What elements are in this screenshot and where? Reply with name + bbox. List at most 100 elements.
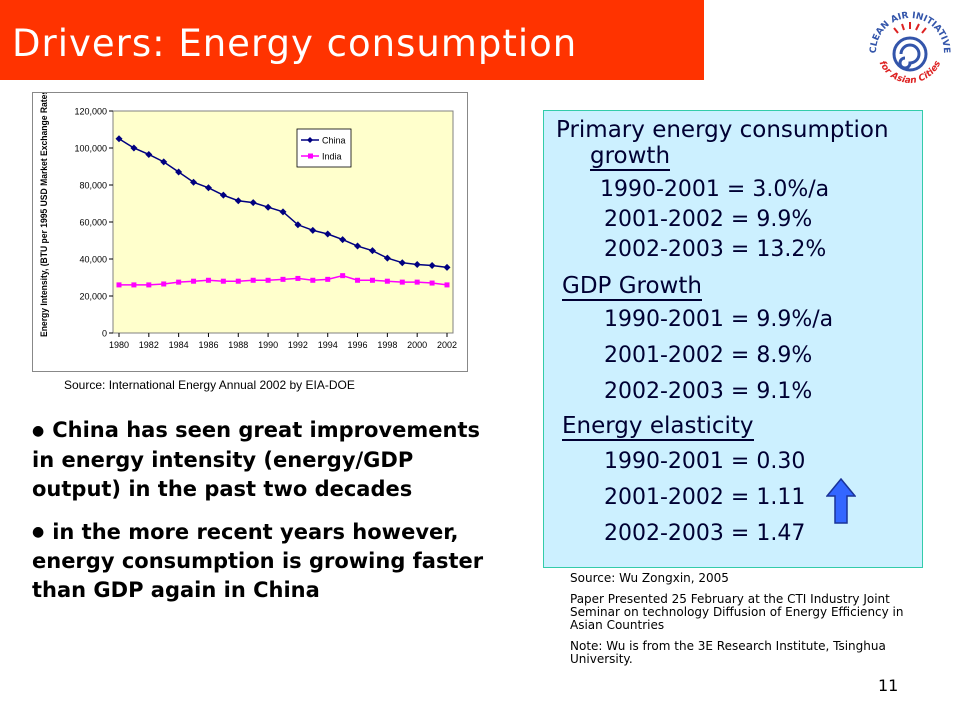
x-tick-label: 2002 <box>437 340 457 350</box>
energy-header-line2: growth <box>590 143 671 171</box>
x-tick-label: 1990 <box>258 340 278 350</box>
elasticity-header: Energy elasticity <box>562 413 754 441</box>
legend-label: India <box>322 152 342 162</box>
energy-row: 2001-2002 = 9.9% <box>604 207 813 232</box>
energy-header-line1: Primary energy consumption <box>556 117 889 143</box>
x-tick-label: 1982 <box>139 340 159 350</box>
clean-air-initiative-logo: CLEAN AIR INITIATIVE for Asian Cities <box>869 11 951 86</box>
data-point-india <box>176 279 182 285</box>
data-point-india <box>116 282 122 288</box>
elasticity-row: 2002-2003 = 1.47 <box>604 521 806 546</box>
x-tick-label: 2000 <box>407 340 427 350</box>
data-point-china <box>339 236 347 244</box>
data-point-china <box>219 191 227 199</box>
data-point-india <box>429 280 435 286</box>
data-point-india <box>384 278 390 284</box>
data-point-china <box>190 178 198 186</box>
data-point-china <box>398 259 406 267</box>
energy-row: 2002-2003 = 13.2% <box>604 237 827 262</box>
x-tick-label: 1986 <box>198 340 218 350</box>
note-source: Source: Wu Zongxin, 2005 <box>570 571 729 585</box>
page-number: 11 <box>878 676 899 695</box>
data-point-india <box>265 277 271 283</box>
bullet-list: ● China has seen great improvements in en… <box>32 416 502 619</box>
y-axis-label: Energy Intensity, (BTU per 1995 USD Mark… <box>39 93 49 337</box>
slide-title: Drivers: Energy consumption <box>12 22 578 65</box>
y-tick-label: 80,000 <box>79 181 107 191</box>
energy-row: 1990-2001 = 3.0%/a <box>600 177 830 202</box>
plot-area <box>112 110 454 334</box>
data-point-india <box>325 276 331 282</box>
energy-intensity-chart: 0 20,000 40,000 60,000 80,000 100,000 120,000 1… <box>39 87 457 350</box>
growth-stats-box: Primary energy consumption growth 1990-2… <box>543 110 923 568</box>
data-point-india <box>340 273 346 279</box>
data-point-china <box>204 184 212 192</box>
y-tick-label: 40,000 <box>79 255 107 265</box>
elasticity-row: 1990-2001 = 0.30 <box>604 449 806 474</box>
y-tick-label: 120,000 <box>74 107 107 117</box>
bullet-item: ● China has seen great improvements in en… <box>32 416 502 504</box>
x-tick-label: 1988 <box>228 340 248 350</box>
logo-text-top: CLEAN AIR INITIATIVE <box>869 11 951 54</box>
source-notes: Source: Wu Zongxin, 2005 Paper Presented… <box>570 572 910 674</box>
data-point-india <box>131 282 137 288</box>
x-tick-label: 1980 <box>109 340 129 350</box>
x-tick-label: 1998 <box>377 340 397 350</box>
y-tick-label: 100,000 <box>74 144 107 154</box>
data-point-india <box>414 279 420 285</box>
data-point-china <box>294 221 302 229</box>
data-point-india <box>161 281 167 287</box>
bullet-item: ● in the more recent years however, energ… <box>32 518 502 606</box>
y-tick-label: 60,000 <box>79 218 107 228</box>
data-point-china <box>309 226 317 234</box>
chart-frame: 0 20,000 40,000 60,000 80,000 100,000 120,000 1… <box>32 87 468 372</box>
data-point-india <box>191 278 197 284</box>
logo-swirl-icon <box>892 36 928 72</box>
gdp-row: 2001-2002 = 8.9% <box>604 343 813 368</box>
gdp-row: 2002-2003 = 9.1% <box>604 379 813 404</box>
data-point-india <box>280 276 286 282</box>
data-point-china <box>145 150 153 158</box>
bullet-text: in the more recent years however, energy… <box>32 519 484 603</box>
x-tick-label: 1994 <box>318 340 338 350</box>
gdp-header: GDP Growth <box>562 273 702 301</box>
data-point-india <box>220 278 226 284</box>
data-point-china <box>234 197 242 205</box>
data-point-china <box>354 242 362 250</box>
data-point-india <box>310 277 316 283</box>
data-point-china <box>324 230 332 238</box>
data-point-china <box>130 144 138 152</box>
note-affiliation: Note: Wu is from the 3E Research Institu… <box>570 639 886 666</box>
data-point-china <box>249 199 257 207</box>
data-point-china <box>368 247 376 255</box>
data-point-india <box>250 277 256 283</box>
x-tick-label: 1992 <box>288 340 308 350</box>
y-tick-label: 0 <box>102 329 107 339</box>
data-point-india <box>444 282 450 288</box>
data-point-china <box>264 203 272 211</box>
data-point-china <box>428 261 436 269</box>
x-tick-label: 1984 <box>169 340 189 350</box>
logo-sun-icon <box>893 22 927 34</box>
bullet-dot: ● <box>32 524 45 540</box>
legend-marker <box>307 137 313 143</box>
legend-marker <box>308 153 313 159</box>
data-point-china <box>413 261 421 269</box>
legend-label: China <box>322 136 346 146</box>
data-point-china <box>443 263 451 271</box>
arrow-up-icon <box>826 478 856 524</box>
data-point-china <box>160 158 168 166</box>
data-point-india <box>399 279 405 285</box>
data-point-india <box>146 282 152 288</box>
data-point-india <box>355 277 361 283</box>
chart-source: Source: International Energy Annual 2002… <box>64 378 355 392</box>
gdp-row: 1990-2001 = 9.9%/a <box>604 307 834 332</box>
note-paper: Paper Presented 25 February at the CTI I… <box>570 592 904 632</box>
legend-box <box>296 128 352 168</box>
y-tick-label: 20,000 <box>79 292 107 302</box>
bullet-text: China has seen great improvements in ene… <box>32 418 480 501</box>
data-point-china <box>115 135 123 143</box>
svg-text:CLEAN AIR INITIATIVE: CLEAN AIR INITIATIVE <box>869 11 951 54</box>
data-point-china <box>383 254 391 262</box>
x-tick-label: 1996 <box>348 340 368 350</box>
